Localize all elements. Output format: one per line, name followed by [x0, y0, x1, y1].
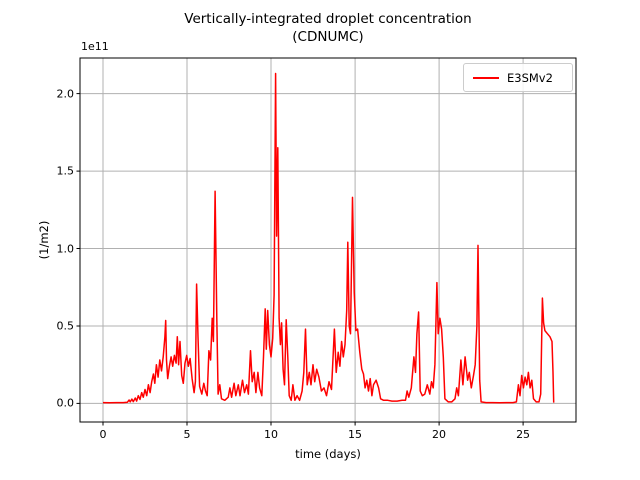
x-tick-label: 15	[348, 428, 363, 441]
legend: E3SMv2	[463, 63, 573, 92]
y-tick-label: 0.0	[56, 396, 75, 410]
y-tick-label: 2.0	[56, 87, 75, 101]
legend-label: E3SMv2	[507, 70, 553, 85]
y-tick-label: 0.5	[56, 319, 75, 333]
chart-title: Vertically-integrated droplet concentrat…	[80, 11, 576, 46]
y-tick-label: 1.0	[56, 242, 75, 256]
data-line-e3smv2	[102, 72, 555, 404]
y-axis-offset-label: 1e11	[81, 40, 109, 53]
x-tick-label: 20	[432, 428, 447, 441]
x-tick-label: 5	[183, 428, 191, 441]
chart-title-line2: (CDNUMC)	[292, 28, 364, 45]
legend-line-sample-icon	[473, 76, 499, 79]
y-tick-label: 1.5	[56, 164, 75, 178]
x-tick-label: 0	[99, 428, 107, 441]
chart-title-line1: Vertically-integrated droplet concentrat…	[184, 11, 472, 27]
x-axis-label: time (days)	[295, 447, 361, 461]
x-tick-label: 10	[264, 428, 279, 441]
x-tick-label: 25	[516, 428, 531, 441]
